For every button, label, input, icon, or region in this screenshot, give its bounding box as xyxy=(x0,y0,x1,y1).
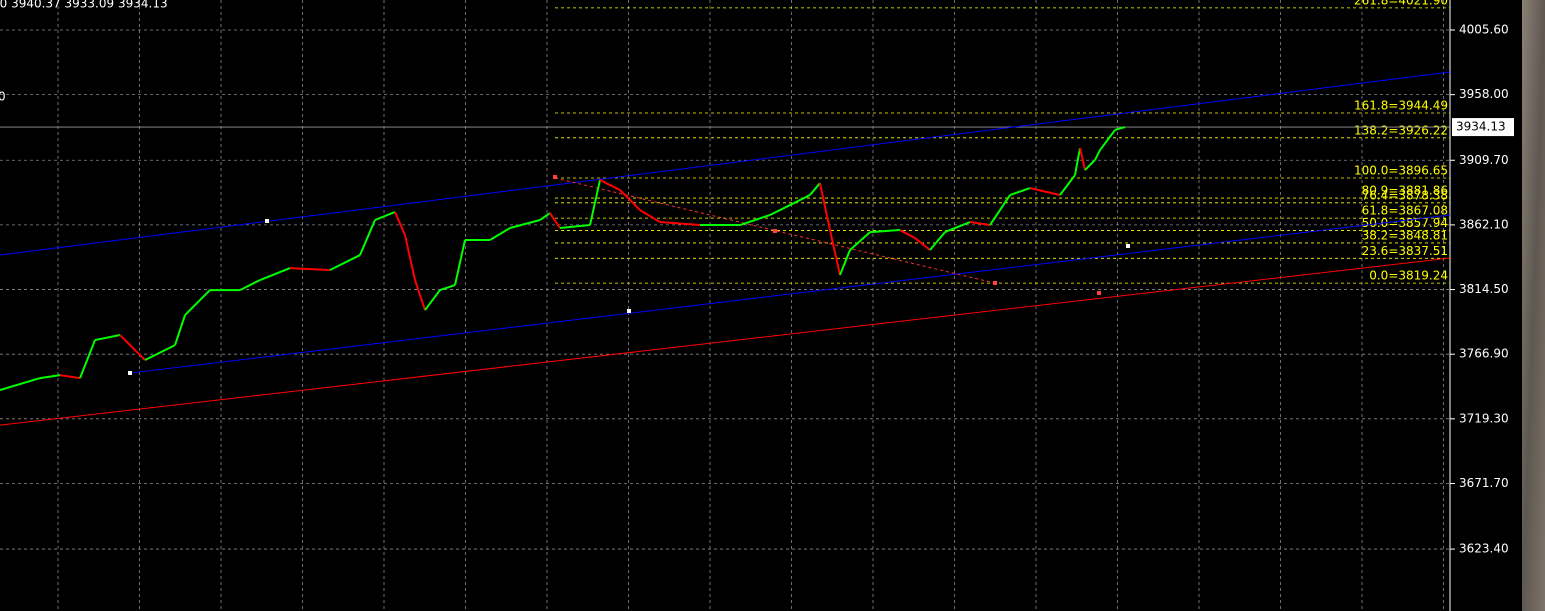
price-segment xyxy=(944,221,971,234)
price-segment xyxy=(119,334,146,361)
desktop-strip xyxy=(1522,0,1545,611)
anchor-point xyxy=(553,175,557,179)
fibo-label: 100.0=3896.65 xyxy=(1354,163,1448,177)
price-segment xyxy=(414,279,426,311)
price-segment xyxy=(1084,159,1096,171)
price-segment xyxy=(914,237,931,251)
price-segment xyxy=(144,344,176,361)
y-tick-label: 3862.10 xyxy=(1459,217,1509,231)
price-segment xyxy=(1094,149,1101,161)
price-segment xyxy=(619,189,641,211)
fibo-label: 50.0=3857.94 xyxy=(1362,216,1448,230)
fibo-label: 76.4=3878.38 xyxy=(1362,188,1448,202)
price-segment xyxy=(239,279,261,291)
price-segment xyxy=(929,231,946,251)
anchor-point xyxy=(265,219,269,223)
price-segment xyxy=(839,249,851,276)
anchor-point xyxy=(128,371,132,375)
price-segment xyxy=(639,209,661,223)
price-segment xyxy=(849,231,871,251)
price-segment xyxy=(39,374,61,380)
price-segment xyxy=(659,221,701,227)
anchor-point xyxy=(1097,291,1101,295)
y-tick-label: 3958.00 xyxy=(1459,87,1509,101)
price-segment xyxy=(769,204,791,216)
price-segment xyxy=(1074,147,1081,176)
price-segment xyxy=(174,314,186,346)
y-tick-label: 3719.30 xyxy=(1459,411,1509,425)
fibo-label: 161.8=3944.49 xyxy=(1354,99,1448,113)
price-segment xyxy=(989,194,1011,226)
price-segment xyxy=(259,267,291,281)
price-segment xyxy=(969,221,991,227)
price-segment xyxy=(59,374,81,380)
price-segment xyxy=(829,229,841,276)
price-segment xyxy=(404,234,416,281)
current-price-box xyxy=(1452,118,1514,137)
header: 00 3940.37 3933.09 3934.13 xyxy=(0,0,168,11)
price-segment xyxy=(599,179,621,191)
annotation: 0 xyxy=(0,90,6,104)
anchor-point xyxy=(993,281,997,285)
fibo-label: 0.0=3819.24 xyxy=(1369,269,1448,283)
trend-line xyxy=(0,71,1451,256)
price-segment xyxy=(489,227,511,241)
price-segment xyxy=(289,267,331,271)
price-segment xyxy=(869,229,901,234)
price-segment xyxy=(184,289,211,316)
price-segment xyxy=(1029,187,1061,196)
price-segment xyxy=(1009,187,1031,196)
price-segment xyxy=(899,229,916,239)
fibo-label: 61.8=3867.08 xyxy=(1362,204,1448,218)
y-tick-label: 3623.40 xyxy=(1459,542,1509,556)
fibo-label: 80.9=3881.86 xyxy=(1362,184,1448,198)
price-segment xyxy=(819,182,831,231)
fibo-label: 23.6=3837.51 xyxy=(1362,244,1448,258)
price-segment xyxy=(509,219,541,229)
price-segment xyxy=(329,254,361,271)
price-segment xyxy=(1114,126,1126,131)
price-segment xyxy=(1059,174,1076,196)
price-segment xyxy=(1099,129,1116,151)
anchor-point xyxy=(1126,244,1130,248)
price-segment xyxy=(79,339,96,379)
trend-line xyxy=(0,257,1451,426)
price-segment xyxy=(394,211,406,236)
y-tick-label: 3766.90 xyxy=(1459,347,1509,361)
fibo-label: 38.2=3848.81 xyxy=(1362,228,1448,242)
price-segment xyxy=(549,212,561,229)
price-segment xyxy=(454,239,466,286)
trend-line xyxy=(129,214,1451,374)
y-tick-label: 3909.70 xyxy=(1459,153,1509,167)
price-segment xyxy=(589,179,601,226)
y-tick-label: 3671.70 xyxy=(1459,476,1509,490)
current-price-label: 3934.13 xyxy=(1456,120,1506,134)
anchor-point xyxy=(773,229,777,233)
price-segment xyxy=(739,214,771,226)
y-tick-label: 3814.50 xyxy=(1459,282,1509,296)
y-tick-label: 4005.60 xyxy=(1459,23,1509,37)
price-segment xyxy=(559,224,591,230)
price-segment xyxy=(424,289,441,311)
fibo-label: 261.8=4021.90 xyxy=(1354,0,1448,7)
fibo-label: 138.2=3926.22 xyxy=(1354,123,1448,137)
anchor-point xyxy=(627,309,631,313)
price-segment xyxy=(809,182,821,196)
price-segment xyxy=(1079,147,1086,171)
price-segment xyxy=(359,219,376,256)
price-segment xyxy=(374,211,396,221)
price-segment xyxy=(94,334,121,342)
price-segment xyxy=(439,284,456,292)
price-segment xyxy=(789,194,811,206)
price-segment xyxy=(0,377,41,391)
price-segment xyxy=(539,212,551,221)
